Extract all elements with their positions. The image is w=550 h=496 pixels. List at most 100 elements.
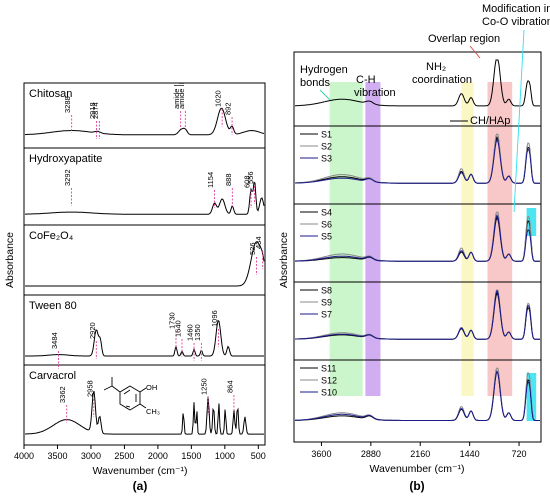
region-band [365,82,381,396]
peak-label: amide II [177,82,186,109]
spectrum-curve-1 [25,181,265,215]
structure-label-ch3: CH₃ [146,407,160,416]
peak-label: 3362 [58,386,67,403]
overlap-region-label: Overlap region [428,33,500,45]
sample-curve [295,214,540,262]
peak-label: 2920 [88,322,97,339]
peak-label: 1020 [214,90,223,107]
peak-label: 434 [254,236,263,249]
spectrum-name: Chitosan [29,88,72,100]
nh2-label-line1: NH₂ [426,61,446,73]
panel-b-x-ticks: 3600 2880 2160 1440 720 [311,442,527,459]
ch-vibration-label-line2: vibration [354,87,396,99]
panel-b-legends: CH/HAp S1 S2 S3 S4 S6 S5 S8 S9 S7 S11 S12 S10 [300,115,510,398]
spectrum-curve-0 [24,107,265,136]
x-tick-label: 2000 [148,451,168,461]
x-tick-label: 1440 [460,449,480,459]
peak-label: 1096 [210,310,219,327]
x-tick-label: 3500 [47,451,67,461]
panel-a-x-ticks: 4000 3500 3000 2500 2000 1500 1000 500 [14,445,266,461]
spectrum-name: Carvacrol [29,370,76,382]
panel-a-spectrum-names: Chitosan Hydroxyapatite CoFe₂O₄ Tween 80 Car… [29,88,102,382]
x-tick-label: 720 [512,449,527,459]
hydrogen-bonds-label-line1: Hydrogen [300,64,348,76]
panel-a-curves [24,107,265,435]
peak-label: 1154 [206,172,215,188]
x-tick-label: 2500 [114,451,134,461]
hydrogen-bonds-arrow [319,89,331,101]
x-tick-label: 2880 [361,449,381,459]
peak-label: 526 [248,242,257,255]
legend-label: S12 [321,376,337,386]
ch-hap-curve [295,59,540,107]
methyl-bond [139,403,147,409]
legend-label: S9 [321,298,332,308]
overlap-region-arrow [469,45,481,59]
region-band [461,82,474,396]
isopropyl-bond [111,385,121,393]
peak-label: 2958 [85,380,94,397]
peak-label: 1730 [167,312,176,329]
hydrogen-bonds-label-line2: bonds [300,77,330,89]
spectrum-name: CoFe₂O₄ [29,230,74,242]
panel-a-frames [23,82,266,446]
panel-b-x-axis-label: Wavenumber (cm⁻¹) [370,463,465,475]
region-band [329,82,363,396]
x-tick-label: 1500 [181,451,201,461]
x-tick-label: 3600 [311,449,331,459]
ring-bond [123,389,131,395]
panel-b-region-bands [329,82,537,421]
panel-b-caption: (b) [409,479,424,493]
peak-label: 1460 [186,324,195,341]
x-tick-label: 4000 [14,451,34,461]
x-tick-label: 2160 [410,449,430,459]
isopropyl-bond [103,385,113,391]
legend-label: S4 [321,208,332,218]
panel-b-frame [293,51,542,443]
sample-curve [295,289,540,340]
peak-label: 2874 [91,102,100,119]
peak-label: 3484 [50,332,59,349]
panel-b: CH/HAp S1 S2 S3 S4 S6 S5 S8 S9 S7 S11 S12 S10 3600 28… [278,3,550,493]
peak-label: 556 [246,171,255,184]
legend-label: S2 [321,142,332,152]
benzene-ring [119,385,141,411]
legend-label-ch-hap: CH/HAp [470,115,510,127]
modification-label-line2: Co-O vibration [482,16,550,28]
ring-bond [125,405,131,408]
peak-label: 864 [225,380,234,393]
spectrum-curve-3 [25,319,264,357]
modification-arrow [513,29,525,213]
spectrum-curve-2 [25,241,265,287]
legend-label: S6 [321,220,332,230]
modification-label-line1: Modification in [482,3,550,15]
legend-label: S8 [321,286,332,296]
panel-a-y-axis-label: Absorbance [4,232,16,288]
peak-label: 1350 [193,324,202,341]
legend-label: S11 [321,364,336,374]
legend-label: S5 [321,232,332,242]
spectrum-name: Hydroxyapatite [29,153,102,165]
panel-a-frame [23,364,266,446]
x-tick-label: 1000 [215,451,235,461]
panel-a-x-axis-label: Wavenumber (cm⁻¹) [93,465,188,477]
nh2-label-line2: coordination [412,74,472,86]
panel-a-caption: (a) [133,479,148,493]
spectrum-name: Tween 80 [29,300,77,312]
peak-label: 3288 [63,96,72,113]
peak-label: 3292 [63,169,72,186]
peak-label: 888 [224,173,233,186]
carvacrol-structure [103,377,147,411]
panel-b-y-axis-label: Absorbance [278,232,290,288]
legend-label: S10 [321,388,337,398]
ch-vibration-label-line1: C-H [356,74,376,86]
structure-label-oh: OH [146,383,157,392]
hydroxyl-bond [139,387,147,393]
legend-label: S1 [321,130,332,140]
x-tick-label: 3000 [81,451,101,461]
peak-label: amide I [172,84,181,109]
legend-label: S7 [321,310,332,320]
sample-curve [295,138,540,184]
